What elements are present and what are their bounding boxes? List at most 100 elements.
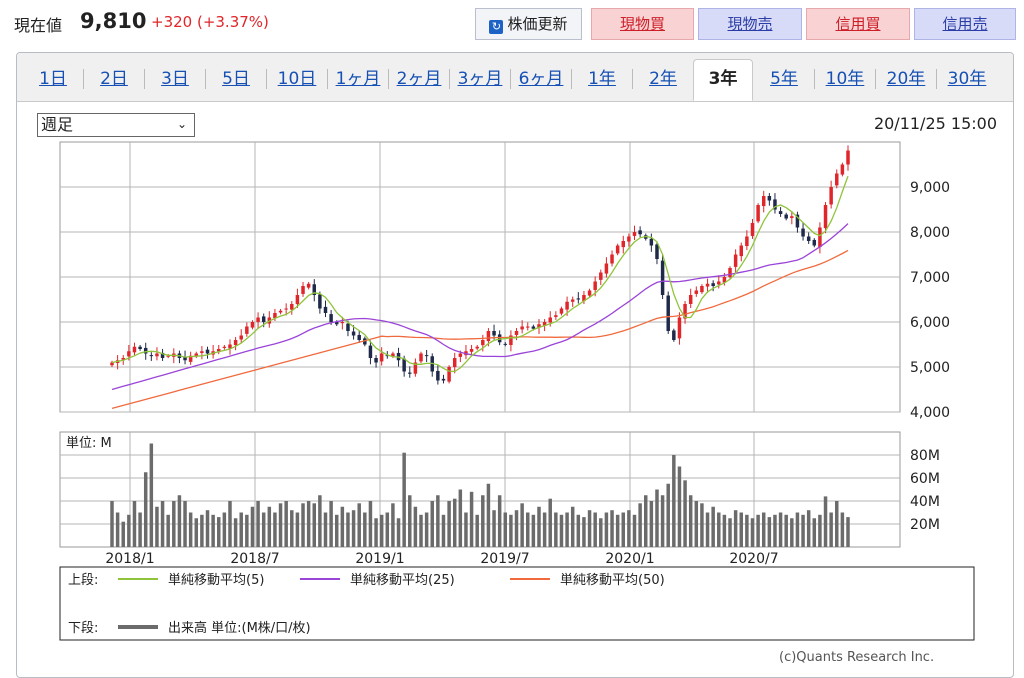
period-select-value: 週足	[41, 115, 74, 134]
volume-bar	[503, 512, 508, 547]
candle-body	[486, 331, 491, 342]
volume-bar	[604, 512, 609, 547]
candle-body	[638, 230, 642, 235]
candle-body	[711, 283, 715, 286]
volume-bar	[475, 514, 479, 547]
tab-1y[interactable]: 1年	[588, 69, 616, 89]
tab-10d[interactable]: 10日	[277, 69, 317, 89]
candle-body	[217, 349, 221, 352]
tab-3y[interactable]: 3年	[693, 59, 753, 101]
candle-body	[436, 370, 440, 381]
candle-body	[379, 353, 384, 362]
tab-2m[interactable]: 2ヶ月	[396, 69, 442, 89]
current-price-value: 9,810	[80, 9, 147, 33]
candle-body	[677, 317, 682, 339]
candle-body	[795, 214, 800, 228]
candle-body	[503, 343, 508, 345]
price-tick-label: 6,000	[910, 315, 950, 331]
volume-tick-label: 80M	[910, 448, 940, 464]
volume-bar	[363, 512, 367, 547]
volume-bar	[548, 498, 552, 547]
margin-sell-button[interactable]: 信用売	[914, 8, 1016, 40]
volume-bar	[256, 501, 260, 547]
volume-bar	[638, 503, 642, 547]
tab-10y[interactable]: 10年	[825, 69, 865, 89]
tab-20y[interactable]: 20年	[886, 69, 926, 89]
refresh-price-button[interactable]: ↻ 株価更新	[475, 8, 582, 40]
volume-bar	[391, 503, 395, 547]
volume-bar	[643, 495, 648, 547]
volume-bar	[761, 512, 766, 547]
period-tabs: 1日 2日 3日 5日 10日 1ヶ月 2ヶ月 3ヶ月 6ヶ月 1年 2年 3年…	[17, 53, 1013, 102]
chart-timestamp: 20/11/25 15:00	[873, 114, 997, 133]
tab-1d[interactable]: 1日	[39, 69, 67, 89]
candle-body	[621, 241, 626, 248]
volume-bar	[200, 514, 204, 547]
volume-bar	[385, 512, 390, 547]
spot-sell-button[interactable]: 現物売	[698, 8, 802, 40]
candle-body	[290, 304, 294, 310]
x-tick-label: 2019/1	[355, 551, 404, 567]
volume-bar	[537, 506, 541, 547]
period-select[interactable]: 週足 ⌄	[37, 113, 195, 137]
candle-body	[823, 205, 828, 229]
chevron-down-icon: ⌄	[176, 117, 187, 131]
volume-bar	[115, 512, 120, 547]
candle-body	[750, 223, 755, 236]
volume-bar	[250, 506, 255, 547]
volume-bar	[481, 495, 485, 547]
volume-bar	[149, 443, 154, 547]
volume-bar	[509, 514, 513, 547]
volume-bar	[666, 483, 670, 547]
candle-body	[818, 227, 822, 248]
candle-body	[188, 355, 193, 362]
volume-bar	[700, 503, 704, 547]
candle-body	[531, 326, 536, 329]
volume-bar	[408, 495, 412, 547]
candle-body	[138, 346, 142, 349]
candle-body	[666, 295, 670, 331]
volume-bar	[155, 506, 159, 547]
volume-bar	[835, 501, 839, 547]
volume-bar	[599, 518, 603, 547]
volume-bar	[745, 514, 749, 547]
tab-6m[interactable]: 6ヶ月	[518, 69, 564, 89]
volume-bar	[469, 491, 474, 547]
refresh-icon: ↻	[489, 20, 504, 34]
spot-buy-button[interactable]: 現物買	[591, 8, 694, 40]
volume-bar	[127, 514, 131, 547]
tab-5d[interactable]: 5日	[222, 69, 250, 89]
margin-buy-button[interactable]: 信用買	[806, 8, 910, 40]
tab-2d[interactable]: 2日	[100, 69, 128, 89]
volume-bar	[301, 503, 305, 547]
volume-bar	[368, 501, 373, 547]
candle-body	[599, 272, 603, 280]
tab-1m[interactable]: 1ヶ月	[335, 69, 381, 89]
candle-body	[520, 326, 524, 330]
tab-5y[interactable]: 5年	[770, 69, 798, 89]
volume-bar	[430, 501, 434, 547]
candle-body	[469, 349, 474, 352]
volume-bar	[705, 512, 710, 547]
tab-3m[interactable]: 3ヶ月	[457, 69, 503, 89]
volume-bar	[132, 501, 137, 547]
volume-bar	[492, 510, 496, 547]
volume-bar	[812, 518, 817, 547]
volume-bar	[587, 510, 592, 547]
ma5-line	[111, 175, 849, 373]
candle-body	[846, 150, 850, 165]
tab-30y[interactable]: 30年	[947, 69, 987, 89]
volume-plot-frame	[59, 431, 901, 548]
candle-body	[835, 173, 839, 186]
volume-bar	[222, 512, 227, 547]
volume-bar	[773, 514, 777, 547]
candle-body	[110, 362, 114, 366]
tab-3d[interactable]: 3日	[161, 69, 189, 89]
candle-body	[385, 355, 390, 357]
volume-bar	[205, 510, 210, 547]
volume-bar	[318, 495, 322, 547]
price-tick-label: 5,000	[910, 360, 950, 376]
volume-bar	[273, 512, 277, 547]
tab-2y[interactable]: 2年	[649, 69, 677, 89]
candle-body	[273, 313, 277, 319]
